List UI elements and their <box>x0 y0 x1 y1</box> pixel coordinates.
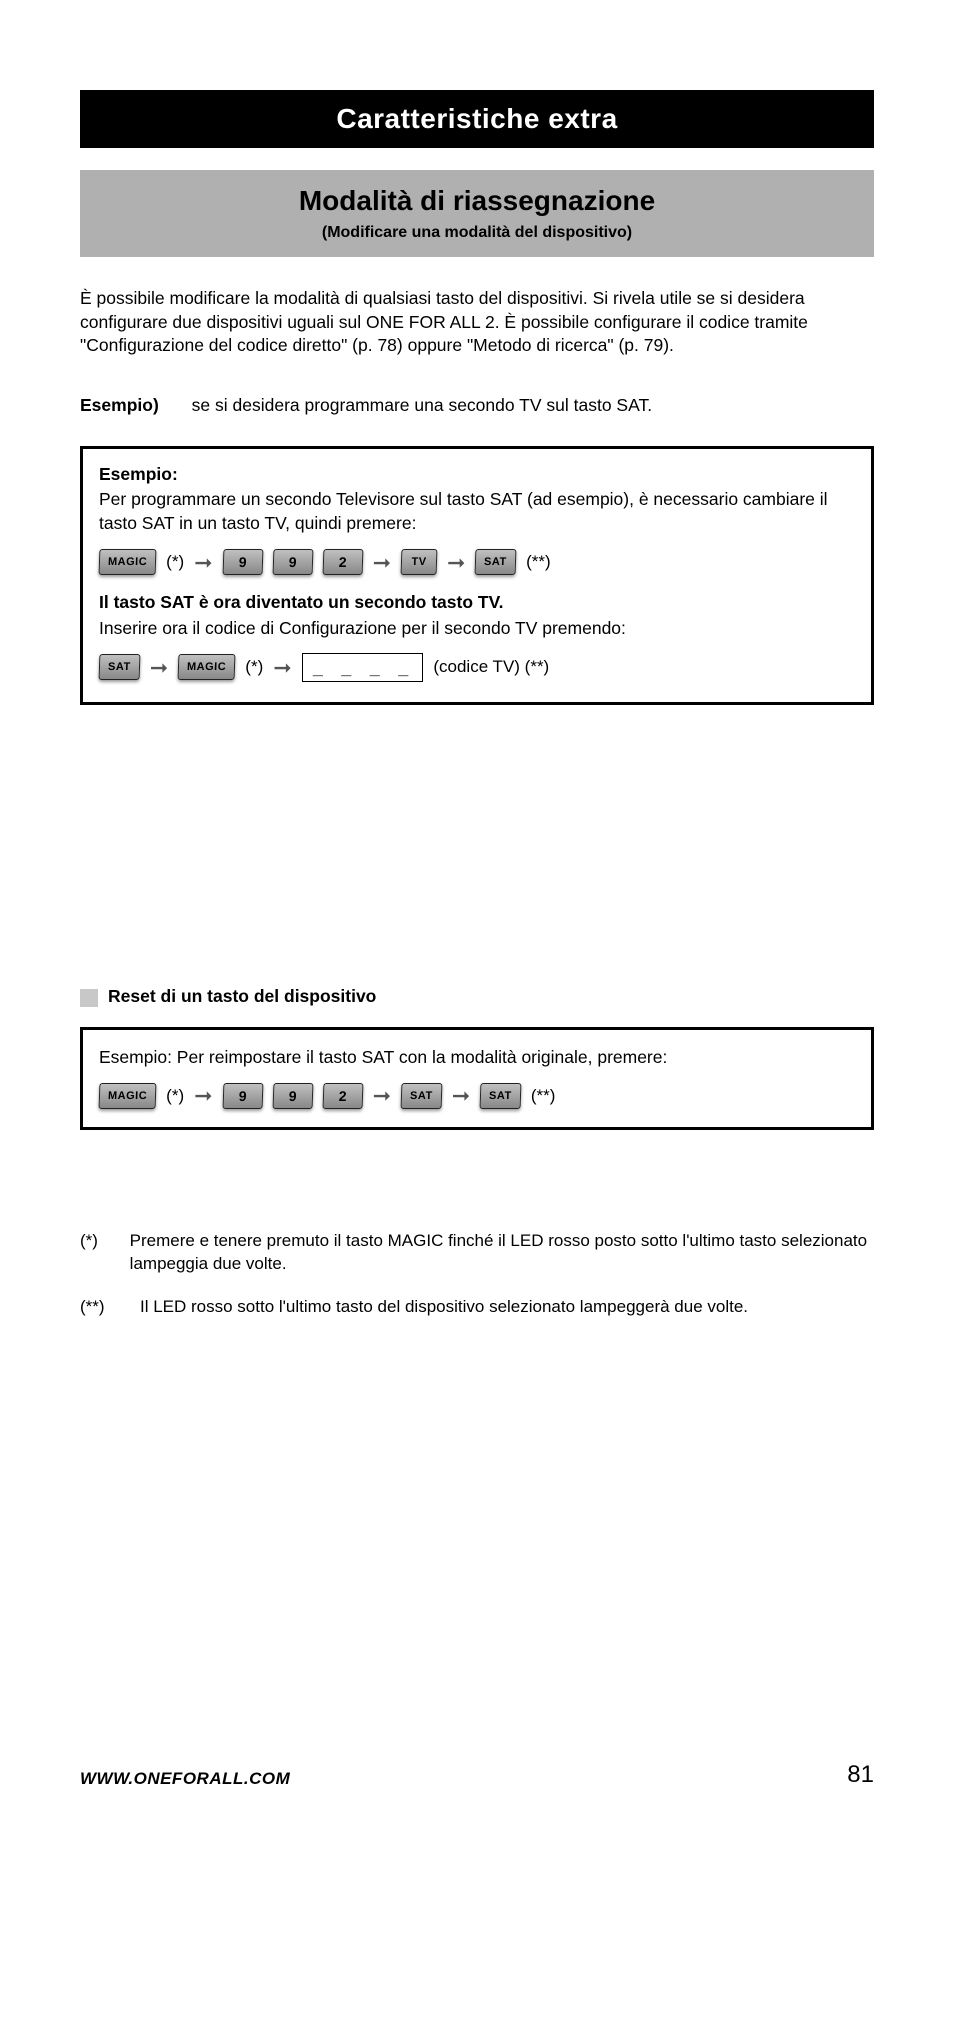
arrow-icon: ➞ <box>273 653 291 683</box>
page-footer: WWW.ONEFORALL.COM 81 <box>80 1759 874 1791</box>
magic-button-icon: MAGIC <box>178 654 236 680</box>
intro-paragraph: È possibile modificare la modalità di qu… <box>80 287 874 358</box>
sat-button-icon: SAT <box>475 549 517 575</box>
sat-button-icon: SAT <box>99 654 141 680</box>
example-label: Esempio) <box>80 395 159 415</box>
reset-heading-text: Reset di un tasto del dispositivo <box>108 986 376 1006</box>
star-note: (*) <box>166 551 184 574</box>
banner-grey-title: Modalità di riassegnazione <box>80 182 874 220</box>
box1-heading: Esempio: <box>99 463 855 487</box>
arrow-icon: ➞ <box>373 1081 391 1111</box>
box1-text2: Inserire ora il codice di Configurazione… <box>99 617 855 641</box>
banner-grey-subtitle: (Modificare una modalità del dispositivo… <box>80 222 874 244</box>
footnote-1-mark: (*) <box>80 1230 130 1276</box>
example-line: Esempio) se si desidera programmare una … <box>80 394 874 418</box>
footnote-2: (**) Il LED rosso sotto l'ultimo tasto d… <box>80 1296 874 1319</box>
grey-square-icon <box>80 989 98 1007</box>
footer-url: WWW.ONEFORALL.COM <box>80 1768 290 1791</box>
footnote-1: (*) Premere e tenere premuto il tasto MA… <box>80 1230 874 1276</box>
footnote-2-mark: (**) <box>80 1296 140 1319</box>
star-note: (*) <box>245 656 263 679</box>
code-label: (codice TV) (**) <box>433 656 549 679</box>
example-box-1: Esempio: Per programmare un secondo Tele… <box>80 446 874 706</box>
footnote-2-text: Il LED rosso sotto l'ultimo tasto del di… <box>140 1296 748 1319</box>
example-box-2: Esempio: Per reimpostare il tasto SAT co… <box>80 1027 874 1130</box>
footnote-1-text: Premere e tenere premuto il tasto MAGIC … <box>130 1230 874 1276</box>
box1-bold-line: Il tasto SAT è ora diventato un secondo … <box>99 591 855 615</box>
page-number: 81 <box>847 1759 874 1791</box>
magic-button-icon: MAGIC <box>99 549 157 575</box>
key-9-icon: 9 <box>272 549 313 575</box>
arrow-icon: ➞ <box>194 1081 212 1111</box>
box1-sequence-1: MAGIC (*) ➞ 9 9 2 ➞ TV ➞ SAT (**) <box>99 548 855 578</box>
box1-sequence-2: SAT ➞ MAGIC (*) ➞ _ _ _ _ (codice TV) (*… <box>99 653 855 683</box>
box1-text1: Per programmare un secondo Televisore su… <box>99 488 855 535</box>
reset-heading: Reset di un tasto del dispositivo <box>80 985 874 1009</box>
sat-button-icon: SAT <box>480 1083 522 1109</box>
key-9-icon: 9 <box>222 1083 263 1109</box>
arrow-icon: ➞ <box>194 548 212 578</box>
box2-text: Esempio: Per reimpostare il tasto SAT co… <box>99 1046 855 1070</box>
banner-extra-features: Caratteristiche extra <box>80 90 874 148</box>
key-9-icon: 9 <box>272 1083 313 1109</box>
tv-button-icon: TV <box>401 549 438 575</box>
arrow-icon: ➞ <box>447 548 465 578</box>
sat-button-icon: SAT <box>401 1083 443 1109</box>
star-note: (*) <box>166 1085 184 1108</box>
arrow-icon: ➞ <box>150 653 168 683</box>
arrow-icon: ➞ <box>373 548 391 578</box>
key-2-icon: 2 <box>322 1083 363 1109</box>
starstar-note: (**) <box>526 551 551 574</box>
banner-reassignment-mode: Modalità di riassegnazione (Modificare u… <box>80 170 874 257</box>
example-text: se si desidera programmare una secondo T… <box>192 395 652 415</box>
arrow-icon: ➞ <box>452 1081 470 1111</box>
footnotes: (*) Premere e tenere premuto il tasto MA… <box>80 1230 874 1319</box>
magic-button-icon: MAGIC <box>99 1083 157 1109</box>
starstar-note: (**) <box>531 1085 556 1108</box>
box2-sequence: MAGIC (*) ➞ 9 9 2 ➞ SAT ➞ SAT (**) <box>99 1081 855 1111</box>
code-blank-box: _ _ _ _ <box>302 653 424 682</box>
key-2-icon: 2 <box>322 549 363 575</box>
key-9-icon: 9 <box>222 549 263 575</box>
